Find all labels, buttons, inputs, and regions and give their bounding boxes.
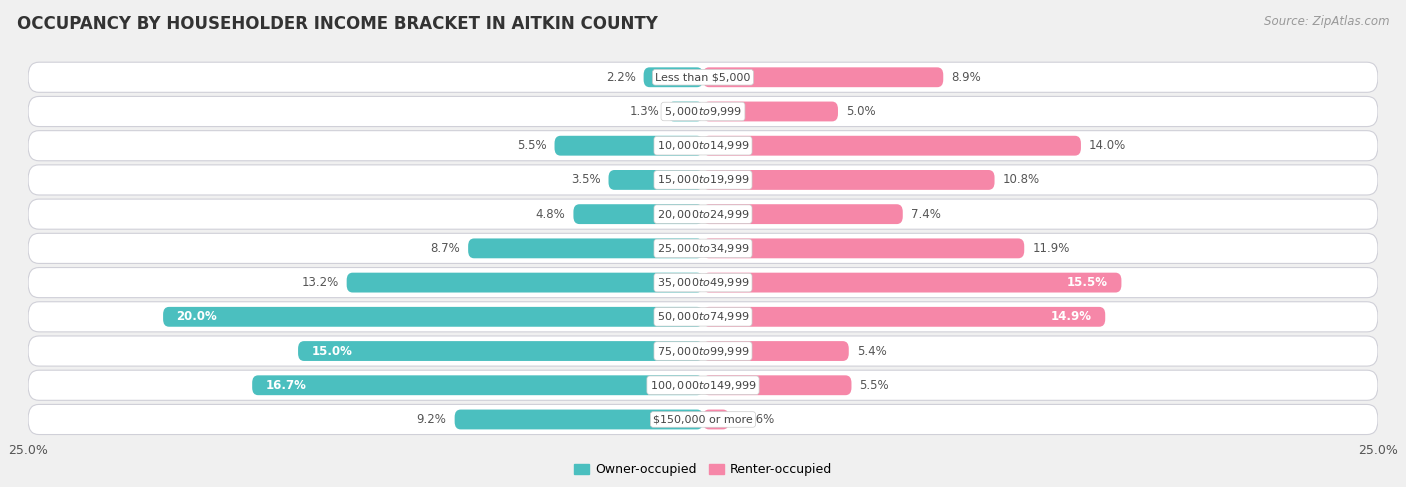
Text: 5.5%: 5.5%	[859, 379, 889, 392]
FancyBboxPatch shape	[644, 67, 703, 87]
Text: 0.96%: 0.96%	[737, 413, 775, 426]
Text: 10.8%: 10.8%	[1002, 173, 1040, 187]
Text: 3.5%: 3.5%	[571, 173, 600, 187]
Text: 8.9%: 8.9%	[952, 71, 981, 84]
Text: $100,000 to $149,999: $100,000 to $149,999	[650, 379, 756, 392]
Text: 2.2%: 2.2%	[606, 71, 636, 84]
FancyBboxPatch shape	[28, 370, 1378, 400]
Text: 14.0%: 14.0%	[1090, 139, 1126, 152]
Text: $25,000 to $34,999: $25,000 to $34,999	[657, 242, 749, 255]
FancyBboxPatch shape	[703, 307, 1105, 327]
FancyBboxPatch shape	[28, 233, 1378, 263]
FancyBboxPatch shape	[347, 273, 703, 293]
FancyBboxPatch shape	[703, 136, 1081, 156]
Text: 5.0%: 5.0%	[846, 105, 876, 118]
FancyBboxPatch shape	[703, 273, 1122, 293]
FancyBboxPatch shape	[454, 410, 703, 430]
Text: 16.7%: 16.7%	[266, 379, 307, 392]
FancyBboxPatch shape	[703, 102, 838, 121]
FancyBboxPatch shape	[28, 199, 1378, 229]
FancyBboxPatch shape	[703, 375, 852, 395]
FancyBboxPatch shape	[163, 307, 703, 327]
Text: 14.9%: 14.9%	[1050, 310, 1091, 323]
FancyBboxPatch shape	[703, 410, 728, 430]
FancyBboxPatch shape	[298, 341, 703, 361]
FancyBboxPatch shape	[28, 62, 1378, 93]
FancyBboxPatch shape	[28, 131, 1378, 161]
Legend: Owner-occupied, Renter-occupied: Owner-occupied, Renter-occupied	[568, 458, 838, 482]
FancyBboxPatch shape	[703, 341, 849, 361]
Text: 5.5%: 5.5%	[517, 139, 547, 152]
FancyBboxPatch shape	[28, 404, 1378, 434]
FancyBboxPatch shape	[28, 336, 1378, 366]
Text: 9.2%: 9.2%	[416, 413, 447, 426]
Text: $5,000 to $9,999: $5,000 to $9,999	[664, 105, 742, 118]
FancyBboxPatch shape	[554, 136, 703, 156]
Text: 5.4%: 5.4%	[856, 344, 887, 357]
Text: 20.0%: 20.0%	[177, 310, 218, 323]
Text: $15,000 to $19,999: $15,000 to $19,999	[657, 173, 749, 187]
Text: 15.5%: 15.5%	[1067, 276, 1108, 289]
Text: $10,000 to $14,999: $10,000 to $14,999	[657, 139, 749, 152]
FancyBboxPatch shape	[28, 302, 1378, 332]
FancyBboxPatch shape	[609, 170, 703, 190]
Text: $50,000 to $74,999: $50,000 to $74,999	[657, 310, 749, 323]
Text: $35,000 to $49,999: $35,000 to $49,999	[657, 276, 749, 289]
FancyBboxPatch shape	[668, 102, 703, 121]
FancyBboxPatch shape	[703, 170, 994, 190]
Text: 15.0%: 15.0%	[312, 344, 353, 357]
FancyBboxPatch shape	[28, 165, 1378, 195]
FancyBboxPatch shape	[703, 239, 1024, 258]
FancyBboxPatch shape	[703, 67, 943, 87]
Text: Less than $5,000: Less than $5,000	[655, 72, 751, 82]
Text: $150,000 or more: $150,000 or more	[654, 414, 752, 425]
Text: 13.2%: 13.2%	[301, 276, 339, 289]
Text: 1.3%: 1.3%	[630, 105, 659, 118]
Text: 4.8%: 4.8%	[536, 207, 565, 221]
Text: $75,000 to $99,999: $75,000 to $99,999	[657, 344, 749, 357]
FancyBboxPatch shape	[703, 204, 903, 224]
Text: 8.7%: 8.7%	[430, 242, 460, 255]
FancyBboxPatch shape	[28, 267, 1378, 298]
Text: 7.4%: 7.4%	[911, 207, 941, 221]
FancyBboxPatch shape	[252, 375, 703, 395]
Text: OCCUPANCY BY HOUSEHOLDER INCOME BRACKET IN AITKIN COUNTY: OCCUPANCY BY HOUSEHOLDER INCOME BRACKET …	[17, 15, 658, 33]
FancyBboxPatch shape	[28, 96, 1378, 127]
FancyBboxPatch shape	[574, 204, 703, 224]
Text: $20,000 to $24,999: $20,000 to $24,999	[657, 207, 749, 221]
Text: 11.9%: 11.9%	[1032, 242, 1070, 255]
FancyBboxPatch shape	[468, 239, 703, 258]
Text: Source: ZipAtlas.com: Source: ZipAtlas.com	[1264, 15, 1389, 28]
